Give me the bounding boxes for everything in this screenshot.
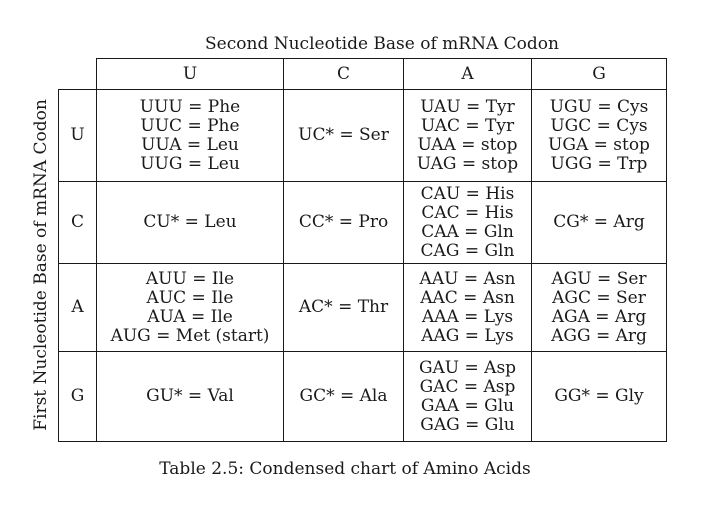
codon-entry: GAA = Glu [420,395,515,416]
codon-entry: GU* = Val [146,386,234,406]
codon-entry: UUC = Phe [140,115,240,136]
codon-entry: AGA = Arg [551,306,647,327]
codon-entry: CG* = Arg [553,212,645,232]
column-header-g: G [531,58,667,90]
codon-entry: CAC = His [421,202,514,223]
codon-entry: UGA = stop [548,134,650,155]
column-header-row: U C A G [58,58,667,90]
row-header-c: C [58,181,97,264]
codon-entry: AGC = Ser [552,287,646,308]
codon-entry: CC* = Pro [298,212,389,232]
codon-entry: UAU = Tyr [420,96,515,117]
codon-entry: UUG = Leu [140,153,240,174]
codon-entry: AAG = Lys [421,325,514,346]
codon-entry: AUU = Ile [145,268,235,289]
codon-entry: CAG = Gln [420,240,515,261]
codon-entry: AGU = Ser [551,268,647,289]
codon-entry: UGC = Cys [550,115,648,136]
table-row: C CU* = Leu CC* = Pro CAU = His CAC = His CAA… [58,181,667,264]
codon-cell-gc: GC* = Ala [283,351,404,442]
codon-entry: UUA = Leu [141,134,239,155]
codon-entry: CAA = Gln [421,221,514,242]
column-header-c: C [283,58,404,90]
corner-cell [58,58,97,90]
codon-table: U C A G U UUU = Phe UUC = Phe UUA = Leu UUG … [58,58,667,442]
table-row: A AUU = Ile AUC = Ile AUA = Ile AUG = Met (s… [58,263,667,352]
row-header-a: A [58,263,97,352]
codon-cell-gg: GG* = Gly [531,351,667,442]
codon-cell-cu: CU* = Leu [96,181,284,264]
second-base-title: Second Nucleotide Base of mRNA Codon [205,34,559,54]
codon-entry: AAC = Asn [420,287,515,308]
codon-entry: UAC = Tyr [420,115,515,136]
codon-entry: AUG = Met (start) [110,325,270,346]
codon-entry: AAU = Asn [419,268,516,289]
table-row: G GU* = Val GC* = Ala GAU = Asp GAC = Asp GAA… [58,351,667,442]
column-header-a: A [403,58,532,90]
table-caption: Table 2.5: Condensed chart of Amino Acid… [159,459,531,479]
codon-cell-ag: AGU = Ser AGC = Ser AGA = Arg AGG = Arg [531,263,667,352]
codon-entry: UAA = stop [417,134,518,155]
codon-cell-cc: CC* = Pro [283,181,404,264]
codon-entry: UAG = stop [416,153,519,174]
codon-entry: CAU = His [420,183,515,204]
codon-entry: AC* = Thr [298,297,389,317]
codon-cell-uu: UUU = Phe UUC = Phe UUA = Leu UUG = Leu [96,89,284,182]
codon-entry: GAG = Glu [420,414,515,435]
codon-entry: AGG = Arg [551,325,647,346]
codon-entry: GC* = Ala [299,386,388,406]
codon-entry: GAU = Asp [418,357,517,378]
codon-entry: UC* = Ser [298,125,389,145]
row-header-u: U [58,89,97,182]
codon-cell-ac: AC* = Thr [283,263,404,352]
codon-cell-aa: AAU = Asn AAC = Asn AAA = Lys AAG = Lys [403,263,532,352]
codon-entry: UGU = Cys [549,96,649,117]
codon-entry: AAA = Lys [421,306,514,327]
codon-cell-ca: CAU = His CAC = His CAA = Gln CAG = Gln [403,181,532,264]
codon-entry: UUU = Phe [139,96,241,117]
codon-cell-au: AUU = Ile AUC = Ile AUA = Ile AUG = Met (st… [96,263,284,352]
row-header-g: G [58,351,97,442]
column-header-u: U [96,58,284,90]
codon-cell-gu: GU* = Val [96,351,284,442]
codon-entry: GAC = Asp [419,376,516,397]
table-row: U UUU = Phe UUC = Phe UUA = Leu UUG = Leu UC*… [58,89,667,182]
first-base-title: First Nucleotide Base of mRNA Codon [31,99,51,431]
codon-entry: UGG = Trp [550,153,648,174]
codon-entry: AUA = Ile [147,306,233,327]
codon-cell-ua: UAU = Tyr UAC = Tyr UAA = stop UAG = stop [403,89,532,182]
codon-entry: CU* = Leu [143,212,237,232]
codon-entry: AUC = Ile [146,287,234,308]
codon-cell-uc: UC* = Ser [283,89,404,182]
codon-cell-cg: CG* = Arg [531,181,667,264]
codon-cell-ug: UGU = Cys UGC = Cys UGA = stop UGG = Trp [531,89,667,182]
codon-entry: GG* = Gly [554,386,644,406]
codon-cell-ga: GAU = Asp GAC = Asp GAA = Glu GAG = Glu [403,351,532,442]
